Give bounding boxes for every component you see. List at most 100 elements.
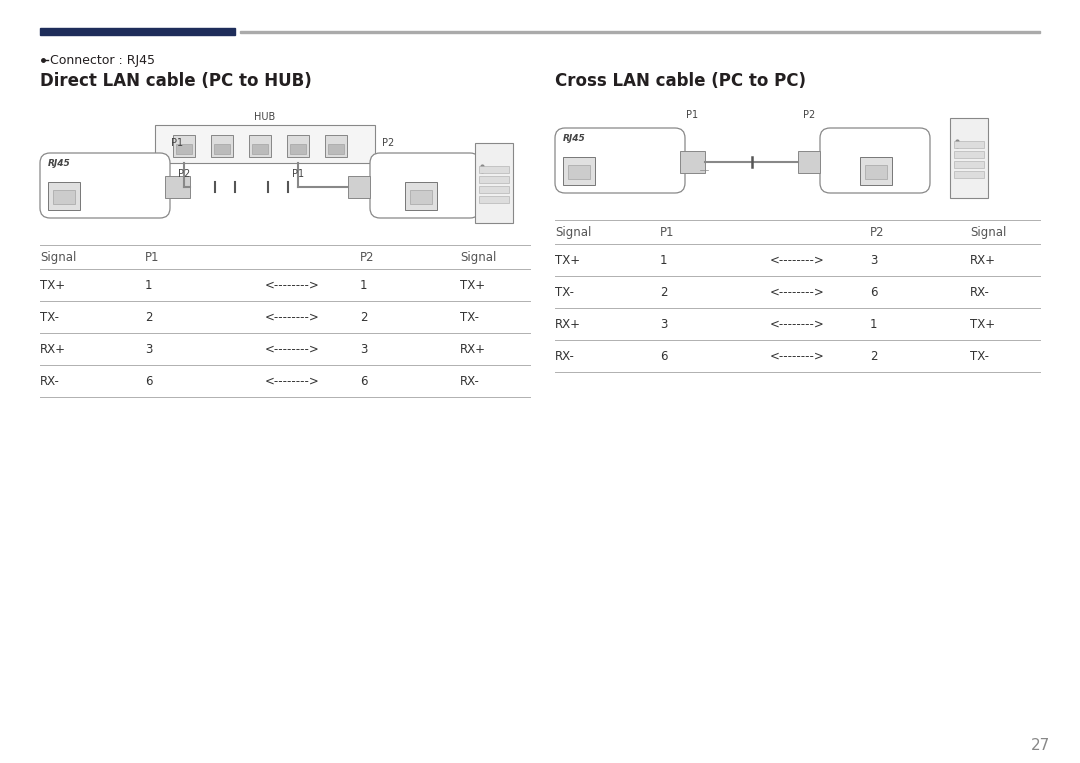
Text: HUB: HUB — [255, 112, 275, 122]
Text: 6: 6 — [360, 375, 367, 388]
Text: P2: P2 — [802, 110, 815, 120]
Text: P1: P1 — [145, 250, 160, 263]
Bar — [249, 135, 271, 157]
Bar — [40, 28, 235, 35]
Text: 1: 1 — [870, 317, 877, 330]
Text: 2: 2 — [145, 311, 152, 324]
Bar — [348, 176, 370, 198]
Text: Cross LAN cable (PC to PC): Cross LAN cable (PC to PC) — [555, 72, 806, 90]
Text: RX-: RX- — [40, 375, 59, 388]
Bar — [173, 135, 195, 157]
Text: <-------->: <--------> — [770, 349, 825, 362]
Text: TX+: TX+ — [970, 317, 995, 330]
Text: 3: 3 — [660, 317, 667, 330]
Text: RX+: RX+ — [970, 253, 996, 266]
Bar — [954, 151, 984, 158]
Text: RX+: RX+ — [460, 343, 486, 356]
Bar — [475, 143, 513, 223]
Text: Signal: Signal — [40, 250, 77, 263]
Text: <-------->: <--------> — [770, 317, 825, 330]
Text: TX+: TX+ — [460, 278, 485, 291]
Text: 3: 3 — [870, 253, 877, 266]
Text: P1: P1 — [660, 226, 675, 239]
Bar — [53, 190, 75, 204]
Text: P1: P1 — [292, 169, 305, 179]
Text: RX-: RX- — [970, 285, 990, 298]
Text: P1: P1 — [171, 138, 184, 148]
Text: 1: 1 — [145, 278, 152, 291]
Bar — [480, 196, 509, 203]
Text: RX+: RX+ — [40, 343, 66, 356]
Text: 3: 3 — [360, 343, 367, 356]
Text: Connector : RJ45: Connector : RJ45 — [50, 53, 156, 66]
Text: TX+: TX+ — [555, 253, 580, 266]
Bar — [480, 166, 509, 173]
Text: RX-: RX- — [555, 349, 575, 362]
Text: <-------->: <--------> — [265, 311, 320, 324]
Text: RX+: RX+ — [555, 317, 581, 330]
Text: RX-: RX- — [460, 375, 480, 388]
Text: 1: 1 — [360, 278, 367, 291]
Bar — [563, 157, 595, 185]
Text: TX-: TX- — [555, 285, 573, 298]
Text: <-------->: <--------> — [265, 343, 320, 356]
Bar — [176, 144, 192, 154]
Text: 2: 2 — [360, 311, 367, 324]
Bar — [211, 135, 233, 157]
Text: 3: 3 — [145, 343, 152, 356]
Text: Signal: Signal — [970, 226, 1007, 239]
Bar — [865, 165, 887, 179]
Bar — [954, 171, 984, 178]
Text: 27: 27 — [1030, 738, 1050, 752]
Bar — [240, 31, 1040, 33]
Text: TX-: TX- — [40, 311, 59, 324]
Text: P2: P2 — [178, 169, 190, 179]
Text: TX-: TX- — [460, 311, 480, 324]
Text: 6: 6 — [870, 285, 877, 298]
Bar — [860, 157, 892, 185]
Bar — [680, 151, 705, 173]
Text: RJ45: RJ45 — [563, 134, 585, 143]
Text: Signal: Signal — [555, 226, 592, 239]
Bar — [214, 144, 230, 154]
Text: Direct LAN cable (PC to HUB): Direct LAN cable (PC to HUB) — [40, 72, 312, 90]
Text: 6: 6 — [145, 375, 152, 388]
Text: 2: 2 — [660, 285, 667, 298]
FancyBboxPatch shape — [370, 153, 480, 218]
Bar — [328, 144, 345, 154]
Bar — [480, 176, 509, 183]
Bar — [480, 186, 509, 193]
Bar — [252, 144, 268, 154]
Text: 1: 1 — [660, 253, 667, 266]
Bar — [48, 182, 80, 210]
Text: RJ45: RJ45 — [48, 159, 71, 168]
Bar — [291, 144, 306, 154]
FancyBboxPatch shape — [820, 128, 930, 193]
Text: P2: P2 — [870, 226, 885, 239]
Text: 6: 6 — [660, 349, 667, 362]
Text: <-------->: <--------> — [770, 285, 825, 298]
Bar — [954, 141, 984, 148]
FancyBboxPatch shape — [555, 128, 685, 193]
Text: 2: 2 — [870, 349, 877, 362]
Bar — [165, 176, 190, 198]
Text: <-------->: <--------> — [770, 253, 825, 266]
Text: P2: P2 — [360, 250, 375, 263]
Text: P1: P1 — [686, 110, 698, 120]
Bar — [325, 135, 347, 157]
Text: <-------->: <--------> — [265, 278, 320, 291]
FancyBboxPatch shape — [40, 153, 170, 218]
Text: <-------->: <--------> — [265, 375, 320, 388]
Bar — [156, 125, 375, 163]
Bar — [405, 182, 437, 210]
Text: Signal: Signal — [460, 250, 497, 263]
Bar — [568, 165, 590, 179]
Bar — [950, 118, 988, 198]
Text: TX+: TX+ — [40, 278, 65, 291]
Text: TX-: TX- — [970, 349, 989, 362]
Bar — [954, 161, 984, 168]
Bar — [410, 190, 432, 204]
Bar — [798, 151, 820, 173]
Bar — [287, 135, 309, 157]
Text: P2: P2 — [382, 138, 394, 148]
